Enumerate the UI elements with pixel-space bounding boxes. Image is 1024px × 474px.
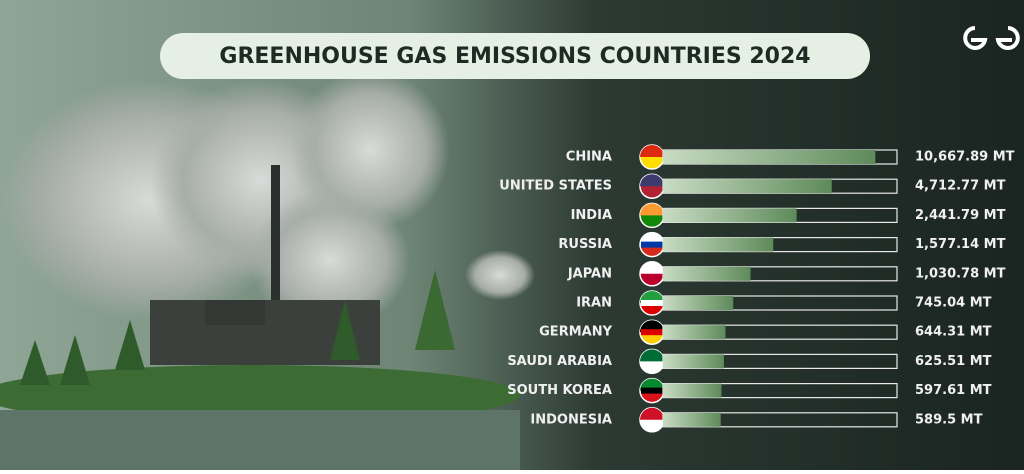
- flag: [639, 290, 665, 316]
- country-label: RUSSIA: [558, 237, 612, 252]
- country-label: INDONESIA: [530, 412, 612, 427]
- value-label: 745.04 MT: [915, 296, 992, 311]
- bar: [663, 150, 876, 164]
- value-label: 10,667.89 MT: [915, 150, 1015, 165]
- bar: [663, 237, 774, 252]
- flag-stripe: [641, 300, 663, 306]
- country-label: UNITED STATES: [499, 179, 612, 194]
- value-label: 1,577.14 MT: [915, 237, 1006, 252]
- flag-band: [640, 174, 664, 187]
- bar: [663, 266, 751, 281]
- value-label: 1,030.78 MT: [915, 266, 1006, 281]
- value-label: 2,441.79 MT: [915, 208, 1006, 223]
- flag: [639, 173, 665, 199]
- country-label: INDIA: [571, 208, 612, 223]
- flag-band: [640, 145, 664, 157]
- flag: [639, 231, 665, 258]
- flag-stripe: [641, 329, 663, 336]
- flag-band: [640, 407, 664, 420]
- bar: [663, 208, 797, 223]
- value-label: 625.51 MT: [915, 354, 992, 369]
- country-label: IRAN: [576, 296, 612, 311]
- bar: [663, 412, 721, 427]
- title-pill: [160, 33, 870, 79]
- country-label: JAPAN: [567, 266, 612, 281]
- logo: [963, 26, 1020, 50]
- bar: [663, 296, 734, 310]
- bar: [663, 354, 724, 369]
- country-label: GERMANY: [539, 325, 612, 340]
- flag: [639, 319, 665, 345]
- flag-band: [640, 261, 664, 274]
- flag: [639, 202, 665, 229]
- flag-band: [640, 349, 664, 362]
- flag-band: [640, 203, 664, 216]
- value-label: 597.61 MT: [915, 383, 992, 398]
- bar: [663, 179, 832, 194]
- value-label: 4,712.77 MT: [915, 179, 1006, 194]
- scenery: [0, 70, 535, 470]
- chart-title: GREENHOUSE GAS EMISSIONS COUNTRIES 2024: [219, 44, 810, 69]
- country-label: SAUDI ARABIA: [507, 354, 612, 369]
- flag: [639, 348, 665, 375]
- flag: [639, 261, 665, 287]
- country-label: SOUTH KOREA: [507, 383, 612, 398]
- flag: [639, 407, 665, 433]
- value-label: 589.5 MT: [915, 412, 983, 427]
- flag: [639, 377, 665, 404]
- country-label: CHINA: [566, 150, 612, 165]
- value-label: 644.31 MT: [915, 325, 992, 340]
- flag-stripe: [641, 241, 663, 248]
- flag: [639, 144, 665, 170]
- bar: [663, 383, 722, 398]
- bar: [663, 325, 726, 340]
- flag-stripe: [641, 387, 663, 394]
